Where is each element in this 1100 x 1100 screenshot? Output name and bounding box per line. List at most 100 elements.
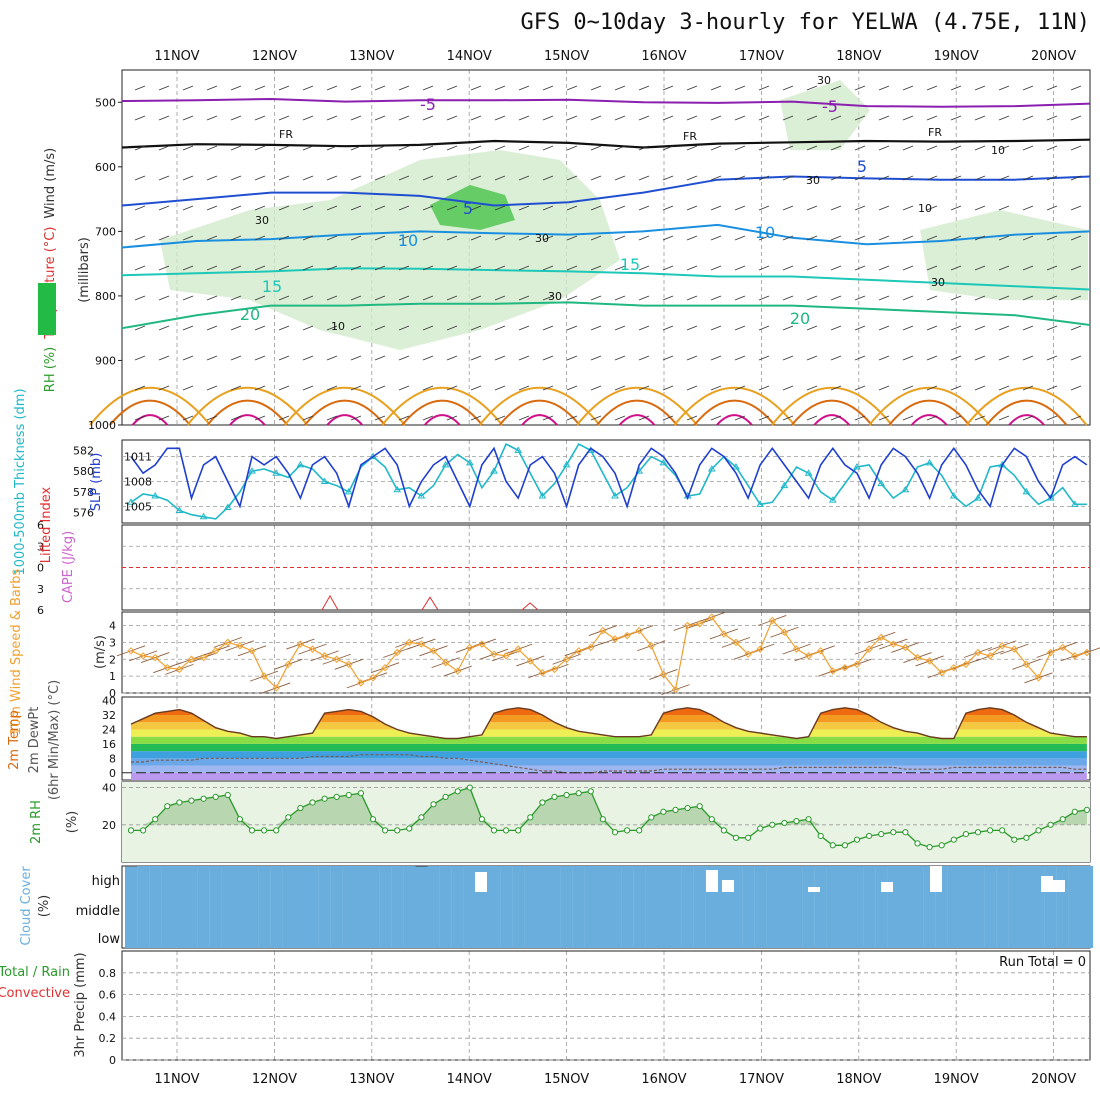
- y-tick-label: 0: [109, 687, 116, 700]
- rh-marker: [369, 816, 377, 823]
- cloud-bar: [439, 866, 452, 892]
- contour-label: 10: [331, 320, 345, 333]
- cloud-bar: [246, 892, 259, 920]
- wind-barb: [998, 145, 1010, 151]
- wind-barb: [1070, 295, 1082, 301]
- cloud-bar: [125, 866, 138, 892]
- cloud-bar: [959, 866, 973, 892]
- wind-barb: [734, 415, 746, 421]
- wind-barb: [182, 145, 194, 151]
- wind-barb: [398, 295, 410, 301]
- rh-marker: [309, 799, 316, 806]
- rh-marker: [200, 795, 207, 802]
- cloud-bar: [306, 892, 319, 920]
- rh-marker: [599, 816, 607, 823]
- wind-barb: [806, 85, 818, 91]
- y-tick-label: 0.8: [99, 967, 117, 980]
- wind-units: (m/s): [93, 635, 108, 669]
- cloud-bar: [330, 892, 343, 920]
- cloud-bar: [875, 892, 888, 920]
- wind-barb: [494, 175, 506, 181]
- cloud-bar: [693, 892, 706, 920]
- surface-isotherm: [304, 399, 386, 426]
- cloud-gap: [706, 870, 718, 892]
- wind-barb: [374, 235, 386, 241]
- mb-label-group: (millibars): [77, 237, 92, 303]
- wind-barb: [446, 235, 458, 241]
- wind-barb: [302, 265, 314, 271]
- wind-barb: [950, 355, 962, 361]
- wind-speed-marker: [708, 613, 716, 621]
- cloud-bar: [693, 866, 706, 892]
- wind-speed-marker: [659, 670, 668, 679]
- wind-barb: [950, 325, 962, 331]
- wind-barb: [494, 385, 506, 391]
- wind-barb: [566, 295, 578, 301]
- cloud-bar: [996, 892, 1009, 920]
- cloud-bar: [197, 866, 210, 892]
- cloud-bar: [778, 866, 791, 892]
- wind-barb: [854, 205, 866, 211]
- wind-barb: [1022, 415, 1034, 421]
- wind-speed-marker: [1022, 660, 1031, 669]
- y-tick-label-thickness: 576: [73, 507, 94, 520]
- cloud-bar: [572, 920, 585, 948]
- y-tick-label: 8: [109, 752, 116, 765]
- cloud-bar: [475, 920, 489, 948]
- wind-barb: [998, 235, 1010, 241]
- wind-barb: [974, 235, 986, 241]
- wind-barb: [134, 295, 146, 301]
- temp-ylabel: 2m DewPt: [27, 707, 42, 774]
- wind-barb: [158, 415, 170, 421]
- date-label-bottom: 19NOV: [934, 1072, 979, 1087]
- wind-barb: [710, 145, 722, 151]
- wind-barb: [998, 385, 1010, 391]
- cloud-bar: [875, 920, 888, 948]
- wind-barb: [758, 265, 770, 271]
- wind-speed-marker: [768, 616, 777, 625]
- cloud-bar: [984, 892, 997, 920]
- wind-barb: [278, 355, 290, 361]
- rh-marker: [793, 817, 800, 825]
- precip-total-rain-label: Total / Rain: [0, 965, 70, 980]
- wind-speed-marker: [272, 684, 280, 692]
- thickness-marker: [707, 465, 716, 472]
- wind-barb: [470, 85, 482, 91]
- cloud-bar: [161, 892, 174, 920]
- cloud-bar: [717, 892, 731, 920]
- cloud-bar: [536, 920, 549, 948]
- thickness-marker: [514, 446, 523, 453]
- wind-barb: [830, 385, 842, 391]
- cloud-bar: [451, 920, 464, 948]
- slp-line: [130, 446, 1088, 509]
- wind-speed-marker: [405, 638, 414, 647]
- wind-barb: [326, 235, 338, 241]
- wind-barb: [734, 85, 746, 91]
- rh-marker: [176, 799, 183, 806]
- rh-marker: [490, 827, 498, 834]
- wind-barb: [926, 295, 938, 301]
- wind-barb: [710, 355, 722, 361]
- wind-barb: [1046, 325, 1058, 331]
- cloud-bar: [645, 892, 658, 920]
- wind-barb: [974, 355, 986, 361]
- wind-barb: [182, 175, 194, 181]
- wind-barb: [878, 235, 890, 241]
- rh-marker: [987, 827, 994, 834]
- precip-ylabel: 3hr Precip (mm): [73, 952, 88, 1057]
- rh-marker: [769, 821, 776, 828]
- wind-barb: [350, 235, 362, 241]
- wind-barb: [494, 265, 506, 271]
- cloud-bar: [427, 892, 440, 920]
- wind-barb: [278, 205, 290, 211]
- wind-barb: [590, 205, 602, 211]
- wind-barb: [470, 265, 482, 271]
- cloud-bar: [137, 892, 150, 920]
- wind-barb: [206, 415, 218, 421]
- y-tick-label: 6: [37, 604, 44, 617]
- rh-area: [131, 787, 1087, 825]
- wind-barb: [302, 175, 314, 181]
- wind-barb: [734, 235, 746, 241]
- cape-ylabel: CAPE (J/kg): [61, 531, 76, 603]
- contour-label: 15: [262, 277, 282, 296]
